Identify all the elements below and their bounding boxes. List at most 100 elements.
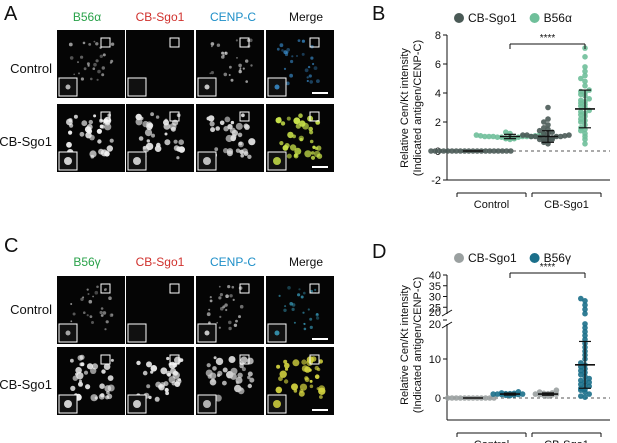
y-tick-label: 20 (429, 319, 441, 331)
spot (108, 296, 112, 301)
spot (300, 295, 304, 299)
spot (299, 389, 304, 393)
inset-spot (274, 84, 280, 90)
spot (303, 291, 306, 295)
spot (77, 61, 79, 64)
spot (318, 387, 326, 395)
micrograph-cell (57, 276, 125, 344)
micrograph-cell (126, 104, 194, 172)
spot (166, 370, 172, 376)
data-point (586, 379, 592, 386)
y-axis-label: (Indicated antigen/CENP-C) (412, 277, 424, 413)
spot (109, 313, 114, 318)
spot (247, 371, 253, 377)
spot (243, 151, 249, 156)
spot (93, 62, 97, 67)
data-point (582, 306, 588, 313)
spot (230, 78, 234, 82)
roi-box (100, 283, 111, 294)
spot (154, 145, 162, 152)
spot (96, 285, 99, 289)
spot (312, 62, 315, 66)
spot (310, 151, 315, 155)
spot (66, 141, 72, 148)
data-point (528, 133, 534, 140)
y-tick-label: 40 (429, 270, 441, 282)
spot (276, 364, 281, 369)
spot (68, 42, 73, 47)
spot (135, 118, 143, 126)
spot (293, 389, 298, 393)
spot (228, 320, 232, 325)
spot (279, 43, 284, 48)
data-point (532, 133, 539, 140)
spot (89, 315, 93, 318)
chart-b: -202468****ControlCB-Sgo1CB-Sgo1B56αRela… (399, 11, 610, 211)
spot (242, 67, 245, 70)
y-tick-label: 20 (429, 307, 441, 319)
data-point (532, 391, 539, 397)
legend-marker (529, 253, 540, 263)
inset-spot (64, 157, 72, 165)
data-point (440, 148, 447, 154)
spot (239, 363, 244, 369)
spot (97, 69, 101, 74)
data-point (545, 104, 551, 111)
spot (283, 67, 287, 70)
group-label: Control (474, 199, 509, 211)
data-point (541, 119, 547, 125)
spot (287, 131, 294, 139)
y-axis-label: Relative Cen/Kt intensity (399, 48, 411, 168)
inset-panel (127, 77, 147, 97)
spot (213, 356, 217, 360)
spot (79, 379, 82, 383)
roi-box (169, 283, 180, 294)
roi-box (100, 111, 111, 122)
spot (83, 370, 89, 375)
group-label: CB-Sgo1 (544, 199, 589, 211)
spot (100, 307, 104, 310)
data-point (578, 377, 584, 384)
data-point (473, 132, 480, 138)
spot (310, 155, 316, 160)
spot (299, 383, 308, 391)
roi-box (239, 37, 250, 48)
spot (144, 129, 153, 137)
spot (89, 134, 95, 141)
spot (135, 113, 142, 121)
spot (316, 145, 322, 151)
spot (146, 139, 150, 143)
spot (100, 124, 105, 129)
spot (70, 303, 73, 305)
data-point (482, 133, 488, 140)
spot (208, 115, 215, 122)
spot (102, 53, 106, 57)
spot (96, 78, 99, 81)
spot (219, 293, 223, 297)
data-point (586, 391, 592, 397)
spot (227, 285, 231, 289)
spot (210, 42, 215, 46)
spot (281, 49, 284, 52)
spot (98, 148, 104, 155)
spot (176, 156, 180, 160)
spot (93, 40, 96, 43)
data-point (582, 130, 588, 137)
inset-spot (65, 84, 71, 90)
spot (88, 299, 93, 304)
spot (298, 135, 304, 141)
spot (91, 363, 99, 370)
data-point (541, 130, 547, 137)
data-point (432, 148, 439, 154)
spot (109, 138, 114, 143)
spot (308, 126, 314, 132)
spot (83, 311, 86, 315)
data-point (582, 310, 588, 317)
spot (102, 311, 107, 315)
micrograph-cell (196, 30, 264, 98)
spot (239, 387, 243, 391)
data-point (545, 122, 551, 128)
spot (78, 381, 83, 387)
spot (309, 379, 313, 383)
spot (308, 74, 312, 78)
